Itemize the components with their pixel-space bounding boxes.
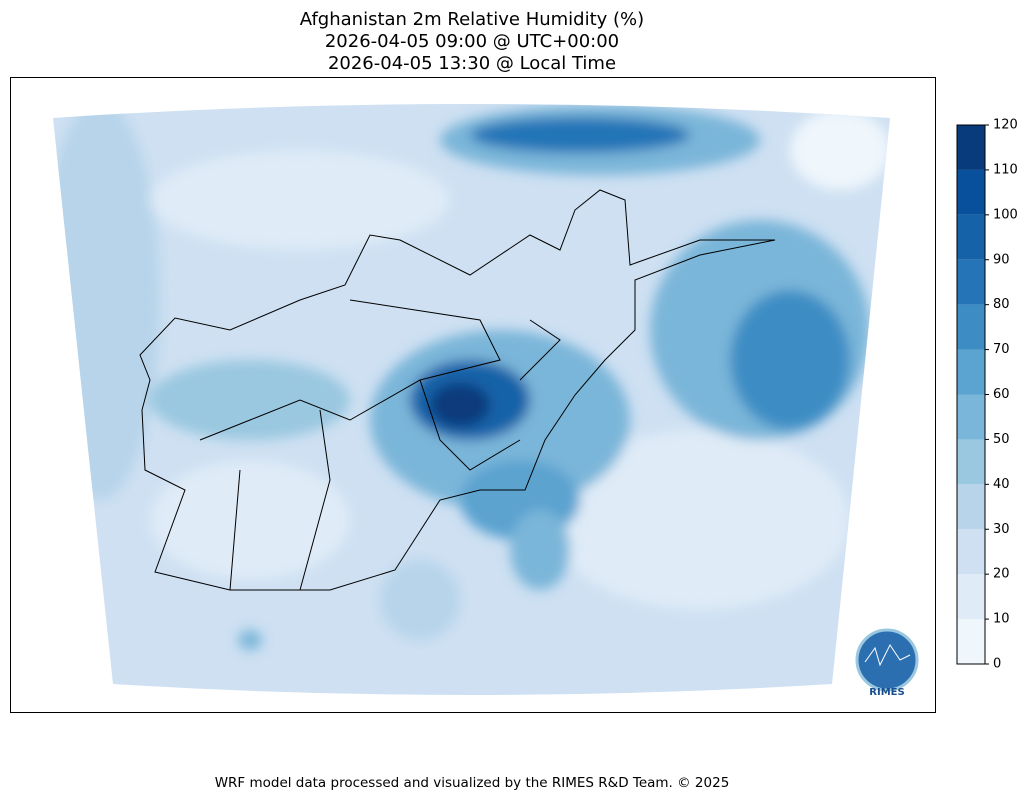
colorbar-segment (957, 439, 985, 485)
rimes-logo: RIMES (855, 628, 919, 698)
humidity-field (53, 104, 890, 695)
colorbar-tick-label: 90 (993, 252, 1010, 267)
colorbar-segment (957, 484, 985, 530)
colorbar-tick-label: 80 (993, 297, 1010, 312)
colorbar-tick-label: 0 (993, 657, 1001, 672)
colorbar-segment (957, 214, 985, 260)
colorbar-tick-label: 30 (993, 522, 1010, 537)
colorbar-tick-label: 70 (993, 342, 1010, 357)
map-frame (10, 77, 936, 713)
colorbar-tick-label: 110 (993, 162, 1018, 177)
colorbar-tick-label: 20 (993, 567, 1010, 582)
colorbar-segment (957, 304, 985, 350)
logo-text: RIMES (869, 687, 904, 698)
title-line: 2026-04-05 13:30 @ Local Time (328, 53, 616, 74)
colorbar-tick-label: 10 (993, 612, 1010, 627)
colorbar-segment (957, 529, 985, 575)
colorbar-tick-label: 120 (993, 118, 1018, 133)
colorbar-segment (957, 169, 985, 215)
colorbar-segment (957, 574, 985, 620)
title-line: 2026-04-05 09:00 @ UTC+00:00 (325, 31, 619, 52)
footer-credit: WRF model data processed and visualized … (215, 775, 730, 791)
colorbar-tick-label: 40 (993, 477, 1010, 492)
colorbar-segment (957, 259, 985, 305)
province-boundaries (139, 189, 776, 591)
colorbar-segment (957, 619, 985, 664)
colorbar-segment (957, 349, 985, 395)
title-line: Afghanistan 2m Relative Humidity (%) (300, 9, 644, 30)
colorbar-segment (957, 394, 985, 440)
colorbar-segment (957, 125, 985, 170)
colorbar-tick-label: 50 (993, 432, 1010, 447)
colorbar-tick-label: 60 (993, 387, 1010, 402)
colorbar: 0 10 20 30 40 50 60 70 80 90 100 110 120 (956, 118, 1018, 672)
colorbar-tick-label: 100 (993, 207, 1018, 222)
